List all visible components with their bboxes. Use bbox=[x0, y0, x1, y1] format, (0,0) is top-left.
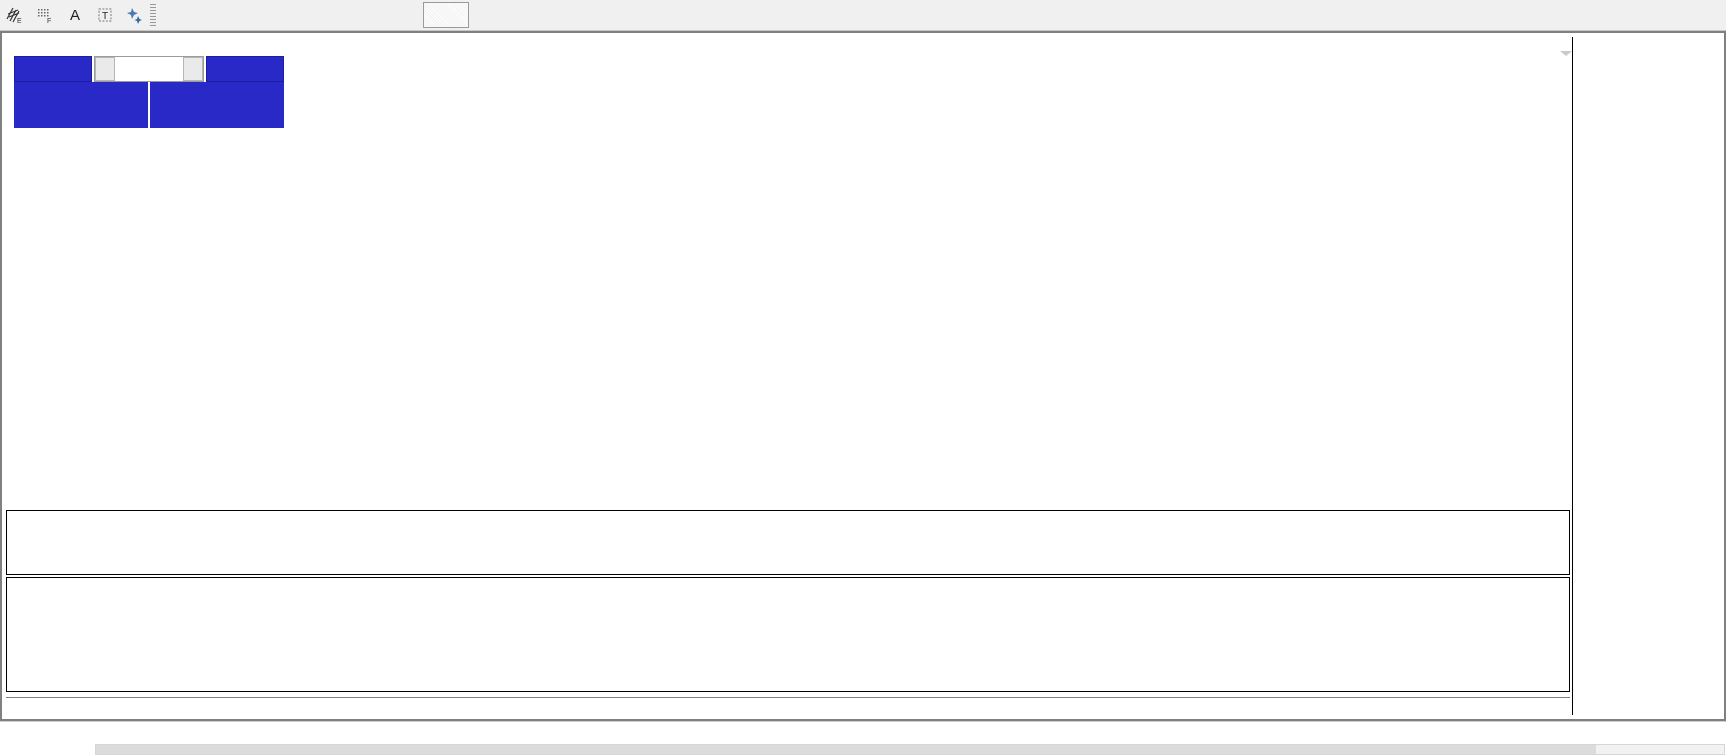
objects-icon[interactable] bbox=[120, 2, 150, 28]
buy-button[interactable] bbox=[206, 56, 284, 82]
grid-icon[interactable]: F bbox=[30, 2, 60, 28]
toolbar-gripper[interactable] bbox=[150, 4, 156, 26]
macd-plot bbox=[7, 511, 1577, 574]
macd-pane[interactable] bbox=[6, 510, 1570, 575]
scrollbar-thumb[interactable] bbox=[96, 745, 1596, 754]
symbol-info-bar bbox=[6, 37, 14, 53]
timeframe-m30[interactable] bbox=[319, 2, 365, 28]
time-axis[interactable] bbox=[6, 697, 1570, 715]
timeframe-h1[interactable] bbox=[371, 2, 417, 28]
svg-text:E: E bbox=[17, 18, 22, 25]
timeframe-h4[interactable] bbox=[423, 2, 469, 28]
chart-dropdown-arrow-icon[interactable] bbox=[1560, 51, 1572, 56]
timeframe-m5[interactable] bbox=[215, 2, 261, 28]
volume-decrease-button[interactable] bbox=[95, 57, 115, 81]
indicators-icon[interactable]: E bbox=[0, 2, 30, 28]
timeframe-m1[interactable] bbox=[163, 2, 209, 28]
rsi-pane[interactable] bbox=[6, 577, 1570, 692]
chart-window bbox=[0, 31, 1726, 721]
svg-text:T: T bbox=[102, 11, 108, 22]
chart-canvas[interactable] bbox=[4, 35, 1722, 717]
text-label-icon[interactable]: T bbox=[90, 2, 120, 28]
main-toolbar: E F A T bbox=[0, 0, 1726, 31]
timeframe-mn[interactable] bbox=[579, 2, 625, 28]
rsi-plot bbox=[7, 578, 1577, 691]
one-click-trading-panel bbox=[14, 56, 284, 128]
timeframe-m15[interactable] bbox=[267, 2, 313, 28]
timeframe-d1[interactable] bbox=[475, 2, 521, 28]
status-bar bbox=[0, 721, 1726, 756]
buy-price-display[interactable] bbox=[150, 82, 284, 128]
svg-text:F: F bbox=[47, 18, 51, 25]
sell-price-display[interactable] bbox=[14, 82, 148, 128]
text-tool-icon[interactable]: A bbox=[69, 6, 80, 24]
price-scale[interactable] bbox=[1572, 37, 1720, 715]
volume-increase-button[interactable] bbox=[183, 57, 203, 81]
timeframe-w1[interactable] bbox=[527, 2, 573, 28]
volume-input[interactable] bbox=[115, 57, 183, 81]
volume-stepper[interactable] bbox=[94, 56, 204, 82]
horizontal-scrollbar[interactable] bbox=[95, 744, 1725, 755]
sell-button[interactable] bbox=[14, 56, 92, 82]
